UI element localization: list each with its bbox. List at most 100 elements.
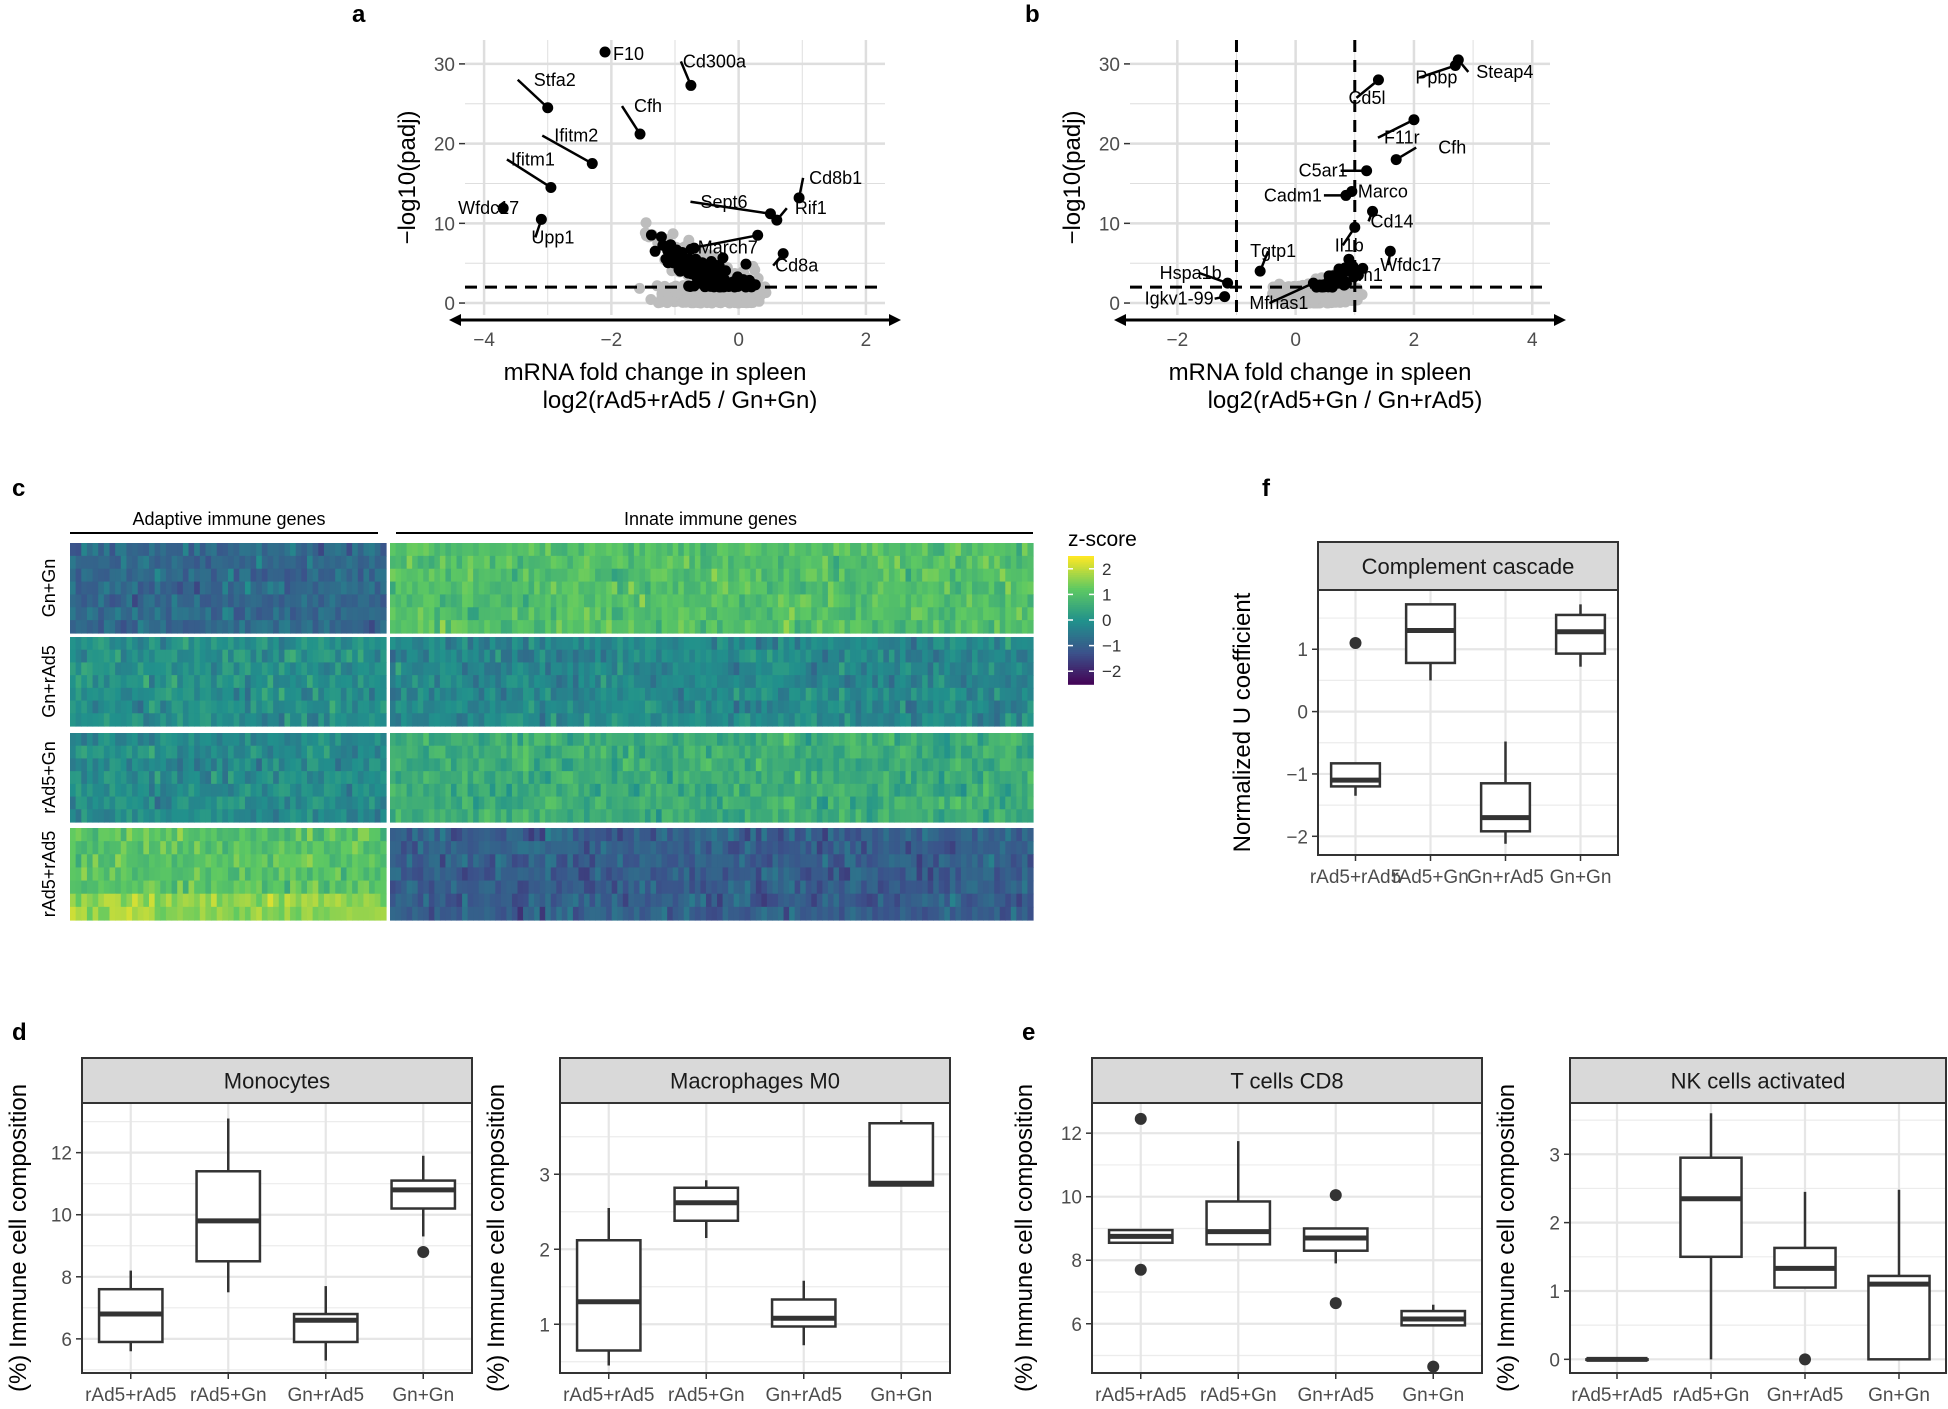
heatmap-cell — [143, 568, 150, 583]
heatmap-cell — [578, 581, 585, 596]
heatmap-cell — [672, 745, 679, 760]
heatmap-cell — [98, 543, 105, 557]
heatmap-cell — [154, 733, 161, 747]
heatmap-cell — [239, 620, 246, 634]
heatmap-cell — [766, 649, 774, 664]
heatmap-cell — [149, 581, 156, 596]
heatmap-cell — [589, 733, 596, 747]
heatmap-cell — [528, 649, 535, 664]
heatmap-cell — [301, 607, 308, 621]
heatmap-cell — [70, 649, 77, 664]
heatmap-cell — [445, 733, 452, 747]
heatmap-cell — [656, 713, 663, 727]
heatmap-cell — [434, 581, 441, 596]
heatmap-cell — [534, 758, 541, 772]
heatmap-cell — [855, 594, 862, 608]
heatmap-cell — [899, 687, 907, 702]
heatmap-cell — [1021, 555, 1029, 570]
heatmap-cell — [233, 594, 240, 608]
heatmap-cell — [617, 733, 624, 747]
heatmap-cell — [239, 745, 246, 760]
heatmap-cell — [374, 713, 381, 727]
heatmap-cell — [412, 649, 419, 664]
heatmap-cell — [137, 687, 144, 702]
heatmap-cell — [866, 581, 873, 596]
heatmap-cell — [137, 543, 144, 557]
heatmap-cell — [938, 675, 945, 689]
heatmap-cell — [81, 568, 88, 583]
heatmap-cell — [182, 675, 190, 689]
heatmap-cell — [944, 594, 951, 608]
heatmap-cell — [374, 758, 381, 772]
heatmap-cell — [346, 771, 353, 785]
heatmap-cell — [728, 637, 735, 651]
heatmap-cell — [755, 649, 762, 664]
heatmap-cell — [278, 771, 286, 785]
heatmap-cell — [132, 607, 139, 621]
heatmap-cell — [199, 687, 207, 702]
heatmap-cell — [428, 594, 435, 608]
heatmap-cell — [363, 568, 370, 583]
heatmap-cell — [960, 733, 968, 747]
heatmap-cell — [656, 620, 663, 634]
heatmap-cell — [523, 637, 530, 651]
heatmap-cell — [572, 758, 580, 772]
heatmap-cell — [844, 637, 851, 651]
heatmap-cell — [1005, 555, 1012, 570]
heatmap-cell — [81, 733, 88, 747]
heatmap-cell — [346, 687, 353, 702]
heatmap-cell — [983, 687, 990, 702]
heatmap-cell — [506, 637, 513, 651]
heatmap-cell — [944, 758, 951, 772]
heatmap-cell — [261, 771, 269, 785]
heatmap-cell — [672, 620, 679, 634]
heatmap-cell — [744, 620, 751, 634]
heatmap-cell — [335, 771, 342, 785]
heatmap-cell — [478, 555, 485, 570]
heatmap-cell — [844, 662, 851, 676]
heatmap-cell — [694, 649, 702, 664]
heatmap-cell — [323, 594, 331, 608]
heatmap-cell — [794, 649, 801, 664]
heatmap-cell — [312, 758, 319, 772]
heatmap-cell — [694, 555, 702, 570]
heatmap-cell — [994, 700, 1001, 714]
heatmap-cell — [81, 543, 88, 557]
heatmap-cell — [261, 700, 269, 714]
heatmap-cell — [323, 637, 331, 651]
heatmap-cell — [244, 594, 252, 608]
heatmap-cell — [949, 543, 956, 557]
heatmap-cell — [805, 607, 812, 621]
heatmap-cell — [534, 581, 541, 596]
heatmap-cell — [705, 662, 713, 676]
heatmap-cell — [672, 594, 679, 608]
heatmap-cell — [406, 555, 413, 570]
y-tick-label: 10 — [1099, 214, 1120, 235]
heatmap-cell — [450, 543, 458, 557]
heatmap-cell — [739, 581, 746, 596]
heatmap-cell — [628, 594, 635, 608]
heatmap-cell — [656, 594, 663, 608]
heatmap-cell — [700, 581, 707, 596]
heatmap-cell — [171, 700, 178, 714]
heatmap-cell — [556, 594, 563, 608]
heatmap-cell — [369, 675, 376, 689]
heatmap-cell — [678, 607, 685, 621]
heatmap-cell — [850, 543, 857, 557]
heatmap-cell — [103, 581, 111, 596]
heatmap-cell — [822, 733, 829, 747]
heatmap-cell — [584, 620, 591, 634]
heatmap-cell — [412, 733, 419, 747]
heatmap-cell — [312, 700, 319, 714]
heatmap-cell — [423, 543, 430, 557]
heatmap-cell — [617, 700, 624, 714]
heatmap-cell — [739, 649, 746, 664]
heatmap-cell — [739, 758, 746, 772]
heatmap-cell — [600, 745, 607, 760]
gene-label: Cd8a — [775, 256, 819, 276]
heatmap-cell — [75, 700, 82, 714]
heatmap-cell — [115, 555, 122, 570]
heatmap-cell — [1016, 581, 1023, 596]
heatmap-cell — [340, 675, 348, 689]
heatmap-cell — [772, 733, 779, 747]
